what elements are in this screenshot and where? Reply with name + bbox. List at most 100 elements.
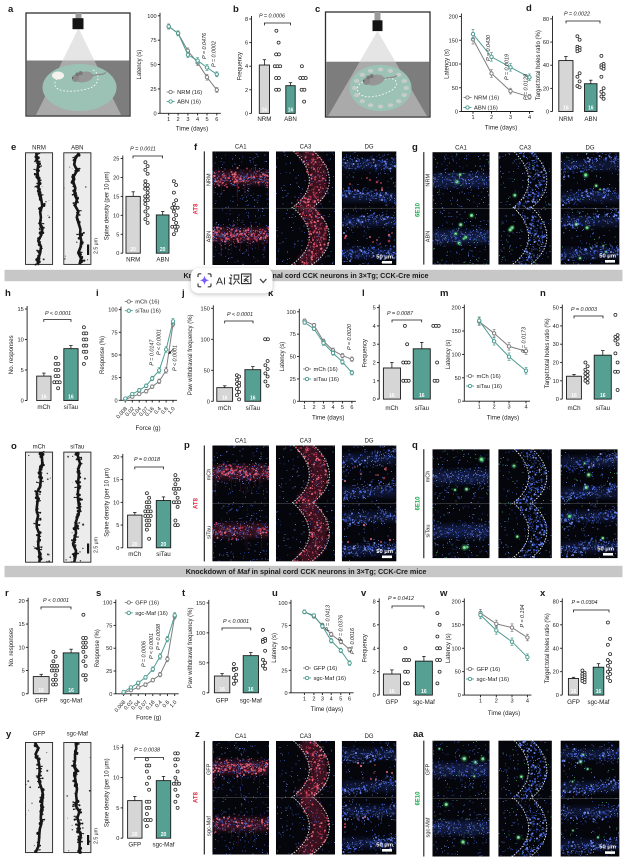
svg-text:50: 50 xyxy=(281,646,287,652)
svg-text:Time (days): Time (days) xyxy=(487,415,519,422)
svg-text:NRM: NRM xyxy=(126,257,140,264)
svg-text:100: 100 xyxy=(147,14,156,20)
svg-text:Latency (s): Latency (s) xyxy=(446,340,452,370)
svg-text:6: 6 xyxy=(215,117,218,123)
svg-text:25: 25 xyxy=(111,376,117,382)
svg-text:P = 0.0412: P = 0.0412 xyxy=(388,596,414,602)
svg-text:P = 0.0376: P = 0.0376 xyxy=(339,615,345,641)
svg-text:GFP: GFP xyxy=(128,842,141,849)
svg-text:2.5 μm: 2.5 μm xyxy=(94,238,100,254)
svg-text:100: 100 xyxy=(452,352,461,358)
svg-text:DG: DG xyxy=(365,145,374,151)
svg-text:0.16: 0.16 xyxy=(145,700,156,712)
svg-text:a: a xyxy=(8,4,14,15)
svg-text:1: 1 xyxy=(479,699,482,705)
svg-text:0: 0 xyxy=(21,399,24,405)
svg-text:CA1: CA1 xyxy=(235,734,247,740)
svg-text:P = 0.194: P = 0.194 xyxy=(520,604,526,627)
svg-text:3: 3 xyxy=(509,115,512,121)
svg-text:CA3: CA3 xyxy=(519,146,531,152)
svg-text:NRM (16): NRM (16) xyxy=(177,90,202,96)
svg-text:100: 100 xyxy=(287,310,296,316)
svg-text:NRM: NRM xyxy=(559,116,573,123)
svg-text:5: 5 xyxy=(116,523,119,529)
svg-text:siTau (16): siTau (16) xyxy=(477,384,503,390)
svg-text:siTau (16): siTau (16) xyxy=(314,377,340,383)
svg-text:4: 4 xyxy=(373,324,376,330)
svg-text:16: 16 xyxy=(262,107,268,113)
svg-text:2: 2 xyxy=(373,361,376,367)
svg-text:16: 16 xyxy=(600,393,606,399)
svg-text:16: 16 xyxy=(219,687,225,693)
svg-text:25: 25 xyxy=(106,669,112,675)
svg-text:100: 100 xyxy=(201,337,210,343)
svg-text:0.02: 0.02 xyxy=(123,700,134,712)
svg-text:0: 0 xyxy=(245,111,248,117)
svg-text:0: 0 xyxy=(114,398,117,404)
svg-text:1: 1 xyxy=(303,405,306,411)
svg-text:siTau: siTau xyxy=(70,445,84,451)
svg-text:Target:total holes ratio (%): Target:total holes ratio (%) xyxy=(536,30,542,100)
svg-text:40: 40 xyxy=(543,63,549,69)
svg-text:sgc-Maf: sgc-Maf xyxy=(152,842,174,849)
svg-text:n: n xyxy=(540,288,546,299)
svg-text:16: 16 xyxy=(571,393,577,399)
svg-text:P < 0.0001: P < 0.0001 xyxy=(227,312,253,318)
svg-text:16: 16 xyxy=(68,395,74,401)
svg-text:siTau: siTau xyxy=(156,551,171,558)
svg-text:P = 0.0019: P = 0.0019 xyxy=(505,54,511,80)
svg-text:Latency (s): Latency (s) xyxy=(445,49,451,79)
svg-text:0.04: 0.04 xyxy=(130,700,141,712)
svg-text:50: 50 xyxy=(150,63,156,69)
svg-text:ABN: ABN xyxy=(584,116,597,123)
svg-text:P < 0.0001: P < 0.0001 xyxy=(45,311,71,317)
svg-text:16: 16 xyxy=(389,393,395,399)
svg-text:16: 16 xyxy=(588,106,594,112)
svg-text:w: w xyxy=(439,588,448,599)
svg-text:6E10: 6E10 xyxy=(416,202,422,217)
svg-text:0: 0 xyxy=(109,692,112,698)
svg-text:6: 6 xyxy=(245,41,248,47)
svg-text:50 μm: 50 μm xyxy=(376,549,393,555)
svg-text:GFP (16): GFP (16) xyxy=(135,601,159,607)
svg-text:1: 1 xyxy=(303,696,306,702)
svg-text:16: 16 xyxy=(288,107,294,113)
svg-text:75: 75 xyxy=(290,332,296,338)
svg-text:sgc-Maf: sgc-Maf xyxy=(413,699,435,706)
svg-text:16: 16 xyxy=(41,395,47,401)
svg-text:NRM: NRM xyxy=(32,146,46,152)
svg-text:Frequency: Frequency xyxy=(362,634,368,662)
svg-text:i: i xyxy=(96,288,99,299)
svg-text:6E10: 6E10 xyxy=(416,791,422,806)
svg-text:3: 3 xyxy=(321,696,324,702)
svg-text:P = 0.0147: P = 0.0147 xyxy=(149,339,155,366)
svg-text:200: 200 xyxy=(452,599,461,605)
svg-text:16: 16 xyxy=(419,393,425,399)
svg-text:25: 25 xyxy=(290,377,296,383)
svg-text:50: 50 xyxy=(111,353,117,359)
svg-text:5: 5 xyxy=(341,405,344,411)
svg-text:0: 0 xyxy=(293,399,296,405)
svg-text:2.5 μm: 2.5 μm xyxy=(94,537,100,553)
svg-text:GFP: GFP xyxy=(35,698,48,705)
svg-text:15: 15 xyxy=(113,478,119,484)
svg-text:ABN (16): ABN (16) xyxy=(474,106,498,112)
svg-text:50 μm: 50 μm xyxy=(599,254,616,260)
svg-text:ABN: ABN xyxy=(71,146,83,152)
svg-text:16: 16 xyxy=(248,687,254,693)
svg-text:siTau: siTau xyxy=(246,405,261,412)
svg-text:4: 4 xyxy=(331,405,334,411)
svg-text:5: 5 xyxy=(373,306,376,312)
svg-text:P < 0.0001: P < 0.0001 xyxy=(223,619,249,625)
svg-text:5: 5 xyxy=(22,669,25,675)
svg-text:mCh (16): mCh (16) xyxy=(314,367,338,373)
svg-text:6: 6 xyxy=(373,623,376,629)
svg-text:4: 4 xyxy=(245,64,248,70)
svg-text:0.07: 0.07 xyxy=(138,700,149,712)
svg-text:75: 75 xyxy=(106,623,112,629)
svg-text:P = 0.0430: P = 0.0430 xyxy=(486,35,492,61)
svg-text:0: 0 xyxy=(546,110,549,116)
svg-text:GFP: GFP xyxy=(216,698,229,705)
svg-text:6E10: 6E10 xyxy=(416,496,422,511)
svg-text:P < 0.0001: P < 0.0001 xyxy=(43,598,69,604)
